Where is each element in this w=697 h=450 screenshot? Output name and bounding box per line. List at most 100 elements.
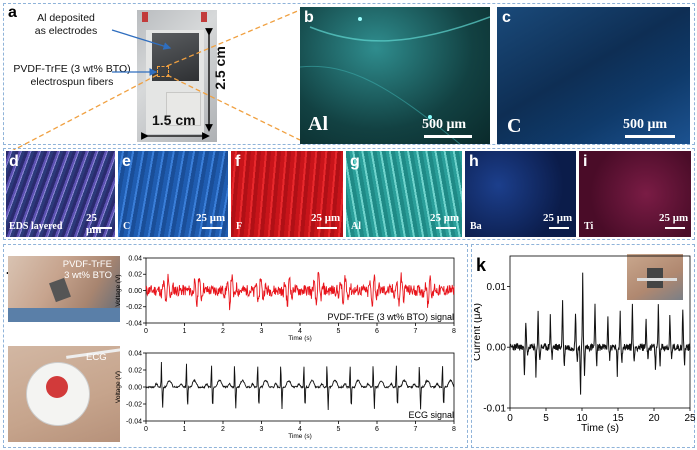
panel-letter-b: b (304, 9, 314, 26)
element-label-i: Ti (584, 221, 594, 232)
label-fiber: PVDF-TrFE (3 wt% BTO) electrospun fibers (13, 63, 131, 88)
y-tick-label: 0.04 (128, 255, 142, 262)
x-tick-label: 10 (576, 413, 588, 424)
frame-bottom-right (471, 244, 695, 448)
dim-horizontal-label: 1.5 cm (152, 112, 196, 128)
micrograph-g: g Al 25 μm (346, 151, 462, 237)
scale-label-d: 25 μm (86, 212, 102, 236)
panel-letter-h: h (469, 153, 479, 170)
x-tick-label: 15 (612, 413, 624, 424)
micrograph-d: d EDS layered 25 μm (6, 151, 115, 237)
plot-frame (509, 255, 691, 409)
x-tick-label: 3 (260, 426, 264, 433)
x-tick-label: 6 (375, 426, 379, 433)
tape-mark (142, 12, 148, 22)
y-axis-label: Current (μA) (474, 303, 483, 361)
photo2-label: ECG (86, 352, 107, 363)
y-tick-label: 0.00 (487, 343, 507, 354)
x-tick-label: 20 (648, 413, 660, 424)
scale-bar-g (436, 227, 456, 229)
y-tick-label: -0.04 (126, 320, 142, 327)
scale-bar-i (665, 227, 685, 229)
y-tick-label: -0.02 (126, 304, 142, 311)
element-label-h: Ba (470, 221, 482, 232)
x-tick-label: 0 (144, 426, 148, 433)
x-tick-label: 2 (221, 426, 225, 433)
x-tick-label: 7 (414, 426, 418, 433)
x-tick-label: 1 (183, 426, 187, 433)
scale-label-i: 25 μm (659, 212, 689, 224)
panel-a-annotations (12, 9, 301, 150)
y-tick-label: 0.00 (128, 288, 142, 295)
element-label-d: EDS layered (9, 221, 63, 232)
panel-letter-k: k (476, 255, 487, 275)
x-tick-label: 0 (144, 328, 148, 335)
y-tick-label: 0.00 (128, 384, 142, 391)
photo-arm-sensor (8, 256, 120, 322)
photo-ecg-electrode (8, 346, 120, 442)
element-label-c: C (507, 115, 522, 137)
series-label-j-top: PVDF-TrFE (3 wt% BTO) signal (327, 312, 454, 322)
scale-label-f: 25 μm (311, 212, 341, 224)
y-axis-label: Voltage (V) (115, 274, 122, 306)
y-tick-label: 0.01 (487, 282, 507, 293)
x-tick-label: 1 (183, 328, 187, 335)
x-tick-label: 25 (684, 413, 696, 424)
micrograph-f: f F 25 μm (231, 151, 343, 237)
x-tick-label: 5 (337, 328, 341, 335)
photo1-label: PVDF-TrFE 3 wt% BTO (62, 259, 112, 281)
x-tick-label: 8 (452, 426, 456, 433)
micrograph-i: i Ti 25 μm (579, 151, 691, 237)
scale-bar-c (625, 135, 675, 138)
frame-middle (3, 148, 695, 240)
scale-bar-f (317, 227, 337, 229)
label-electrode: Al deposited as electrodes (34, 12, 98, 37)
y-tick-label: 0.02 (128, 367, 142, 374)
scale-label-c: 500 μm (623, 117, 668, 132)
x-tick-label: 0 (507, 413, 513, 424)
x-tick-label: 3 (260, 328, 264, 335)
x-tick-label: 5 (543, 413, 549, 424)
element-label-f: F (236, 221, 243, 232)
y-tick-label: -0.01 (483, 404, 506, 415)
chart-j-top: 0 1 2 3 4 5 6 7 8 0.04 0.02 0.00 -0.02 -0.04 Time (s) V… (115, 255, 456, 342)
micrograph-h: h Ba 25 μm (465, 151, 576, 237)
element-label-g: Al (351, 221, 361, 232)
element-label-e: C (123, 221, 131, 232)
frame-bottom-left (3, 244, 468, 448)
x-tick-label: 5 (337, 426, 341, 433)
panel-letter-c: c (502, 9, 511, 26)
panel-letter-a: a (8, 4, 17, 21)
x-tick-label: 4 (298, 328, 302, 335)
micrograph-c: c C 500 μm (497, 7, 690, 144)
x-tick-label: 6 (375, 328, 379, 335)
callout-line-3 (12, 74, 158, 150)
x-tick-label: 8 (452, 328, 456, 335)
series-line-j-top (145, 271, 455, 311)
element-label-b: Al (308, 113, 328, 135)
electrode-bottom (166, 92, 201, 126)
x-tick-label: 7 (414, 328, 418, 335)
x-axis-label: Time (s) (581, 422, 619, 434)
panel-letter-g: g (350, 153, 360, 170)
series-line-k (509, 272, 691, 395)
y-axis-label: Voltage (V) (115, 371, 122, 403)
highlight-box (157, 66, 169, 77)
arrow-electrode (111, 29, 172, 50)
x-tick-label: 4 (298, 426, 302, 433)
dim-vertical-label: 2.5 cm (212, 46, 228, 90)
panel-letter-e: e (122, 153, 131, 170)
scale-bar-h (549, 227, 569, 229)
series-label-j-bottom: ECG signal (408, 410, 454, 420)
tape-mark-2 (201, 12, 207, 22)
callout-line-2 (166, 74, 301, 141)
y-tick-label: -0.04 (126, 418, 142, 425)
scale-label-g: 25 μm (430, 212, 460, 224)
scale-label-b: 500 μm (422, 117, 467, 132)
chart-k: 0 5 10 15 20 25 0.01 0.00 -0.01 Time (s) Current (… (474, 255, 696, 434)
panel-letter-i: i (583, 153, 588, 170)
x-tick-label: 2 (221, 328, 225, 335)
scale-label-h: 25 μm (543, 212, 573, 224)
series-line-j-bottom (145, 361, 455, 411)
micrograph-b: b Al 500 μm (300, 7, 490, 144)
